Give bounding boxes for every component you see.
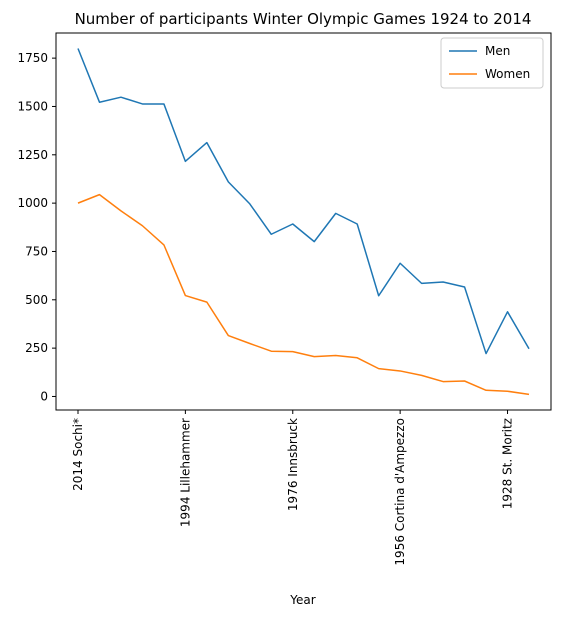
y-tick-label: 500 [25, 293, 48, 307]
y-tick-label: 750 [25, 244, 48, 258]
series-line-men [77, 48, 530, 355]
x-tick-label: 1994 Lillehammer [178, 418, 192, 527]
y-axis: 0 250 500 750 1000 1250 1500 1750 [17, 51, 56, 403]
y-tick-label: 1000 [17, 196, 48, 210]
plot-frame [55, 32, 552, 411]
y-tick-label: 250 [25, 341, 48, 355]
x-tick-label: 1928 St. Moritz [501, 418, 515, 509]
x-axis-label: Year [289, 593, 315, 607]
y-tick-label: 1750 [17, 51, 48, 65]
x-tick-label: 2014 Sochi* [71, 418, 85, 491]
y-tick-label: 0 [40, 389, 48, 403]
legend: Men Women [440, 37, 544, 89]
chart-title: Number of participants Winter Olympic Ga… [75, 10, 532, 28]
series-line-women [77, 193, 530, 396]
y-tick-label: 1250 [17, 148, 48, 162]
x-axis: 2014 Sochi* 1994 Lillehammer 1976 Innsbruc… [71, 410, 515, 566]
series-layer [77, 48, 530, 396]
x-tick-label: 1956 Cortina d'Ampezzo [393, 418, 407, 566]
legend-label-men: Men [485, 44, 510, 58]
legend-label-women: Women [485, 67, 530, 81]
y-tick-label: 1500 [17, 99, 48, 113]
x-tick-label: 1976 Innsbruck [286, 418, 300, 511]
